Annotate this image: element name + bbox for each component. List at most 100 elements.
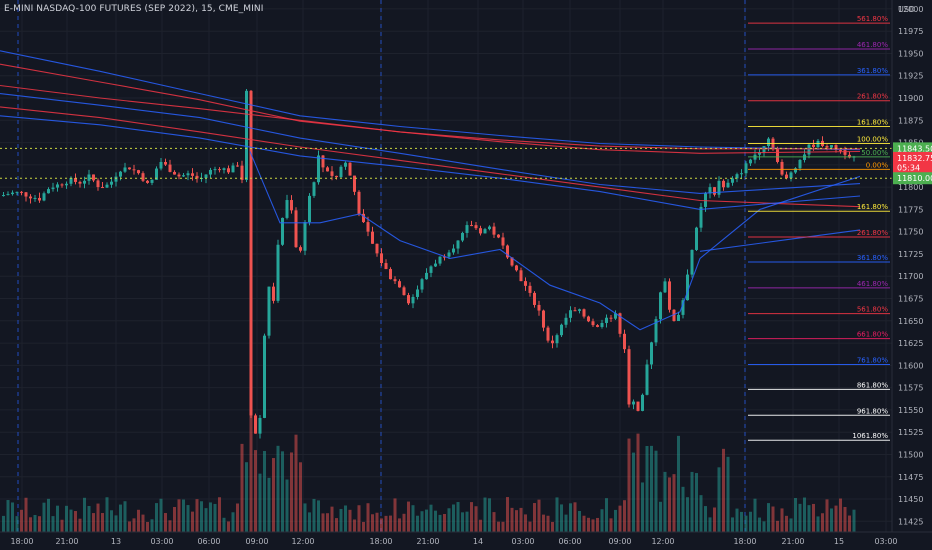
candle-body (362, 213, 365, 223)
candle-body (681, 300, 685, 315)
volume-bar (731, 517, 734, 532)
volume-bar (294, 434, 298, 532)
candle-body (528, 285, 532, 293)
volume-bar (767, 503, 770, 532)
candle-body (483, 229, 487, 234)
price-label-box (893, 142, 932, 155)
volume-bar (474, 506, 478, 532)
candle-body (393, 279, 397, 282)
volume-bar (240, 443, 244, 532)
time-tick-label: 06:00 (197, 537, 220, 546)
candle-body (812, 144, 815, 148)
candle-body (168, 164, 172, 172)
volume-bar (141, 514, 145, 532)
volume-bar (704, 506, 707, 532)
candle-body (110, 181, 113, 185)
moving-average-line (0, 115, 861, 210)
time-tick-label: 12:00 (651, 537, 674, 546)
volume-bar (29, 517, 32, 532)
candle-body (438, 256, 442, 264)
volume-bar (488, 498, 491, 532)
volume-bar (137, 509, 140, 532)
candle-body (371, 231, 374, 244)
price-label-box (893, 151, 932, 164)
volume-bar (677, 435, 680, 532)
volume-bar (785, 515, 788, 532)
volume-bar (168, 520, 172, 532)
volume-bar (335, 518, 338, 532)
candle-body (290, 200, 293, 211)
fib-level-label: 461.80% (857, 280, 888, 288)
volume-bar (344, 505, 347, 532)
candle-body (668, 281, 671, 310)
volume-bar (596, 517, 599, 532)
candle-body (497, 234, 500, 238)
volume-bars (2, 402, 856, 532)
volume-bar (182, 499, 185, 532)
candle-body (164, 161, 167, 165)
candle-body (78, 181, 82, 184)
price-tick-label: 11475 (898, 473, 923, 482)
price-tick-label: 11950 (898, 49, 923, 58)
volume-bar (249, 402, 253, 532)
volume-bar (452, 504, 455, 532)
volume-bar (483, 497, 487, 532)
candle-body (600, 322, 604, 327)
time-tick-label: 21:00 (55, 537, 78, 546)
candle-body (83, 180, 86, 184)
price-tick-label: 11575 (898, 384, 923, 393)
price-tick-label: 11625 (898, 339, 923, 348)
volume-bar (812, 503, 815, 532)
fib-level-label: 461.80% (857, 41, 888, 49)
volume-bar (821, 513, 824, 532)
candle-body (398, 281, 401, 288)
volume-bar (735, 508, 739, 532)
volume-bar (339, 508, 343, 532)
volume-bar (528, 521, 532, 532)
volume-bar (587, 517, 590, 532)
candle-body (186, 173, 190, 176)
candle-body (29, 196, 32, 199)
candle-body (542, 310, 545, 328)
volume-bar (753, 498, 757, 532)
volume-bar (717, 467, 721, 532)
candle-body (627, 349, 631, 405)
candle-body (551, 340, 554, 344)
volume-bar (290, 452, 293, 532)
candle-body (209, 169, 212, 175)
volume-bar (146, 521, 149, 532)
volume-bar (632, 452, 635, 532)
volume-bar (578, 510, 581, 532)
volume-bar (726, 456, 730, 532)
volume-bar (393, 498, 397, 532)
volume-bar (438, 514, 442, 532)
candle-body (254, 415, 257, 434)
volume-bar (582, 515, 586, 532)
candle-body (515, 265, 518, 271)
volume-bar (686, 497, 689, 532)
volume-bar (848, 515, 851, 532)
volume-bar (371, 514, 374, 532)
volume-bar (515, 510, 518, 532)
price-tick-label: 12000 (898, 5, 923, 14)
candle-body (87, 174, 91, 181)
price-tick-label: 11600 (898, 361, 923, 370)
candle-body (236, 165, 239, 167)
candle-body (416, 289, 419, 297)
volume-bar (695, 473, 698, 532)
candle-body (429, 266, 433, 273)
price-label-box (893, 172, 932, 185)
fib-level-label: 361.80% (857, 67, 888, 75)
candle-body (447, 252, 451, 257)
candle-body (348, 162, 352, 176)
price-tick-label: 11650 (898, 317, 923, 326)
volume-bar (816, 516, 820, 532)
volume-bar (411, 505, 415, 532)
volume-bar (276, 445, 280, 532)
volume-bar (42, 502, 46, 532)
candle-body (60, 184, 64, 186)
volume-bar (623, 500, 626, 532)
volume-bar (807, 505, 811, 532)
